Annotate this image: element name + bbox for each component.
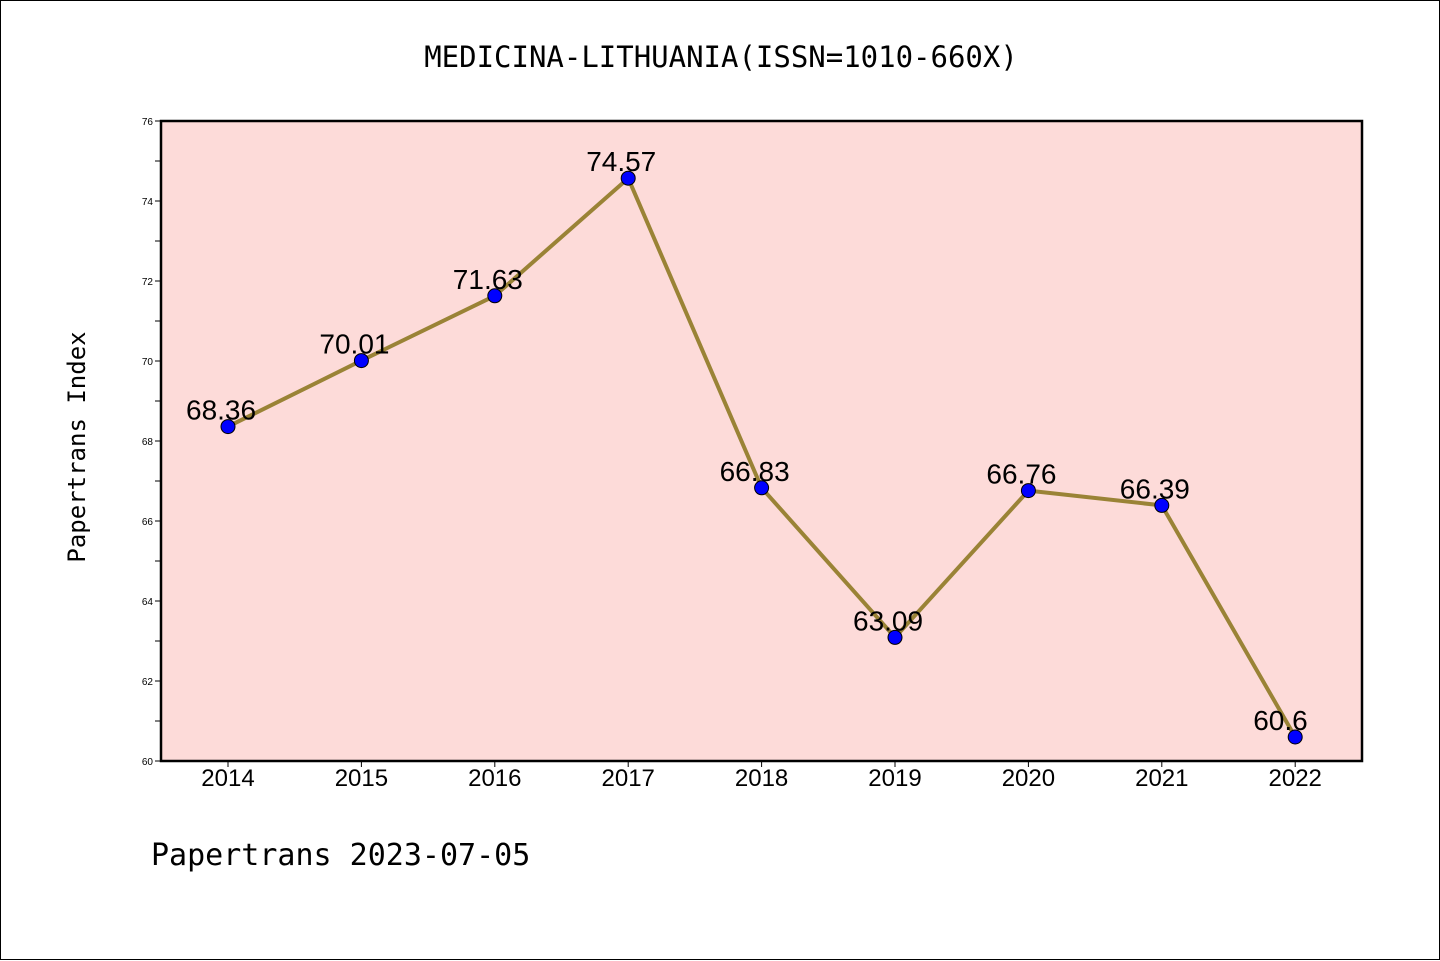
- y-axis-label: Papertrans Index: [63, 331, 91, 562]
- x-tick-label: 2014: [201, 765, 254, 792]
- x-tick-label: 2018: [735, 765, 788, 792]
- data-label: 60.6: [1253, 705, 1308, 736]
- y-tick-label: 64: [142, 597, 154, 608]
- x-tick-label: 2022: [1269, 765, 1322, 792]
- data-label: 68.36: [186, 395, 256, 426]
- data-label: 71.63: [453, 264, 523, 295]
- plot-area: [161, 121, 1362, 761]
- data-label: 66.39: [1120, 473, 1190, 504]
- chart-title: MEDICINA-LITHUANIA(ISSN=1010-660X): [424, 40, 1018, 74]
- plot-border: [159, 119, 1364, 763]
- y-tick-label: 72: [142, 277, 154, 288]
- data-point: [754, 480, 770, 496]
- x-tick-label: 2015: [335, 765, 388, 792]
- data-point: [1287, 729, 1303, 745]
- x-axis: 2014 2015 2016 2017 2018 2019 2020 2021 2022: [201, 761, 1322, 792]
- data-points: [220, 170, 1303, 745]
- y-tick-label: 62: [142, 677, 154, 688]
- data-labels: 68.36 70.01 71.63 74.57 66.83 63.09 66.76 66.39…: [186, 146, 1308, 736]
- x-tick-label: 2019: [868, 765, 921, 792]
- data-label: 66.76: [986, 459, 1056, 490]
- y-axis: 60 62 64 66 68 70 72 74 76: [142, 117, 161, 768]
- data-point: [1154, 497, 1170, 513]
- data-label: 63.09: [853, 605, 923, 636]
- footer-date: Papertrans 2023-07-05: [151, 838, 530, 873]
- y-tick-label: 60: [142, 757, 154, 768]
- data-point: [353, 353, 369, 369]
- data-label: 66.83: [720, 456, 790, 487]
- x-tick-label: 2021: [1135, 765, 1188, 792]
- y-tick-label: 76: [142, 117, 154, 128]
- y-tick-label: 66: [142, 517, 154, 528]
- data-point: [1020, 483, 1036, 499]
- x-tick-label: 2017: [602, 765, 655, 792]
- data-label: 74.57: [586, 146, 656, 177]
- x-tick-label: 2016: [468, 765, 521, 792]
- data-label: 70.01: [319, 329, 389, 360]
- data-point: [220, 419, 236, 435]
- x-tick-label: 2020: [1002, 765, 1055, 792]
- y-tick-label: 70: [142, 357, 154, 368]
- data-point: [620, 170, 636, 186]
- data-point: [487, 288, 503, 304]
- data-point: [887, 629, 903, 645]
- y-tick-label: 74: [142, 197, 154, 208]
- y-tick-label: 68: [142, 437, 154, 448]
